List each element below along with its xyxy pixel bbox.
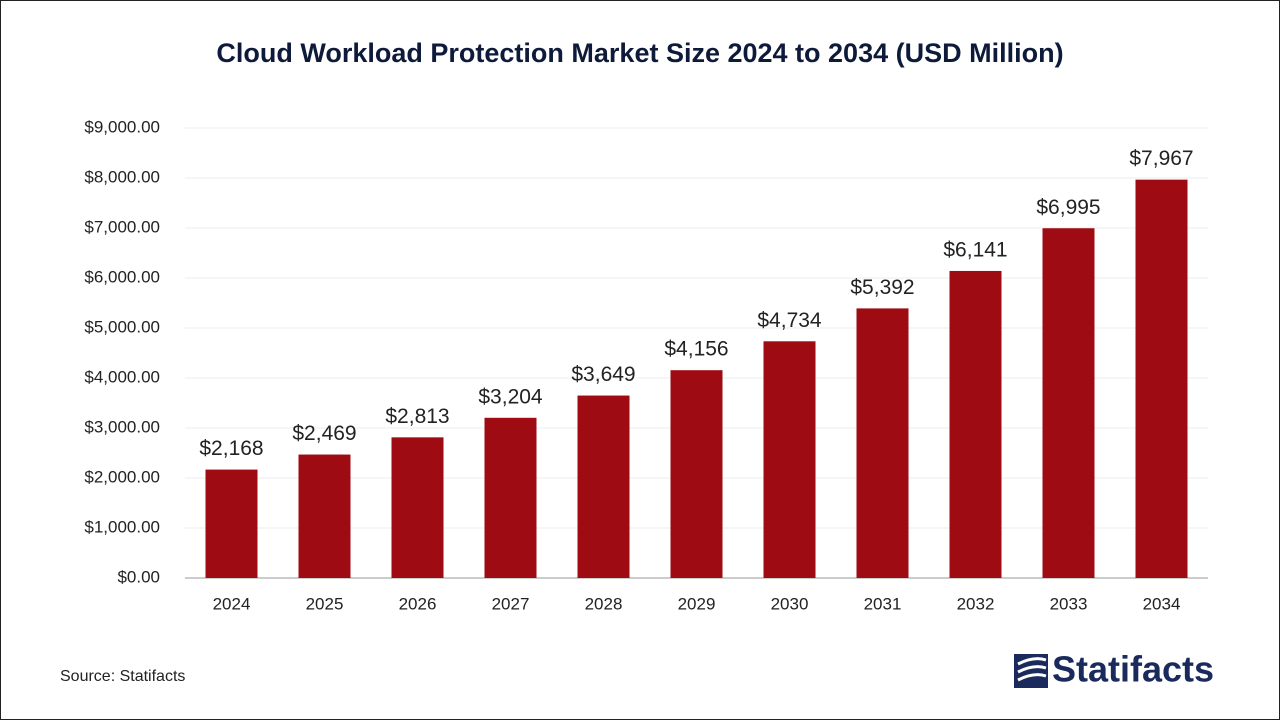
bar [577,395,630,578]
x-tick-label: 2025 [306,594,344,613]
bar [484,417,537,578]
bar [205,469,258,578]
value-label: $3,649 [571,363,635,386]
y-tick-label: $6,000.00 [84,267,160,286]
x-tick-label: 2028 [585,594,623,613]
x-tick-label: 2030 [771,594,809,613]
y-tick-label: $8,000.00 [84,167,160,186]
value-label: $2,469 [292,422,356,445]
x-tick-label: 2026 [399,594,437,613]
x-tick-label: 2034 [1143,594,1181,613]
bar [670,370,723,578]
bar [1135,179,1188,578]
logo-icon [1014,654,1048,688]
y-tick-label: $3,000.00 [84,417,160,436]
source: Source: Statifacts [60,668,185,685]
y-tick-label: $1,000.00 [84,517,160,536]
x-tick-label: 2032 [957,594,995,613]
bar [949,270,1002,578]
y-tick-label: $2,000.00 [84,467,160,486]
value-label: $4,156 [664,338,728,361]
value-label: $2,168 [199,437,263,460]
value-label: $4,734 [757,309,822,332]
value-label: $3,204 [478,385,543,408]
value-label: $7,967 [1129,147,1193,170]
x-tick-label: 2024 [213,594,251,613]
bar [391,437,444,578]
bar [1042,228,1095,578]
x-tick-label: 2027 [492,594,530,613]
y-tick-label: $5,000.00 [84,317,160,336]
y-tick-label: $0.00 [117,567,160,586]
bar [856,308,909,578]
bar [763,341,816,578]
bar [298,454,351,578]
x-tick-label: 2031 [864,594,902,613]
value-label: $5,392 [850,276,914,299]
value-label: $2,813 [385,405,449,428]
x-tick-label: 2033 [1050,594,1088,613]
logo-text: Statifacts [1052,649,1214,690]
logo-stripes [1017,657,1047,682]
chart-title: Cloud Workload Protection Market Size 20… [216,38,1063,68]
value-label: $6,141 [943,238,1007,261]
y-tick-label: $9,000.00 [84,117,160,136]
value-label: $6,995 [1036,196,1100,219]
x-tick-label: 2029 [678,594,716,613]
y-tick-label: $4,000.00 [84,367,160,386]
y-tick-label: $7,000.00 [84,217,160,236]
